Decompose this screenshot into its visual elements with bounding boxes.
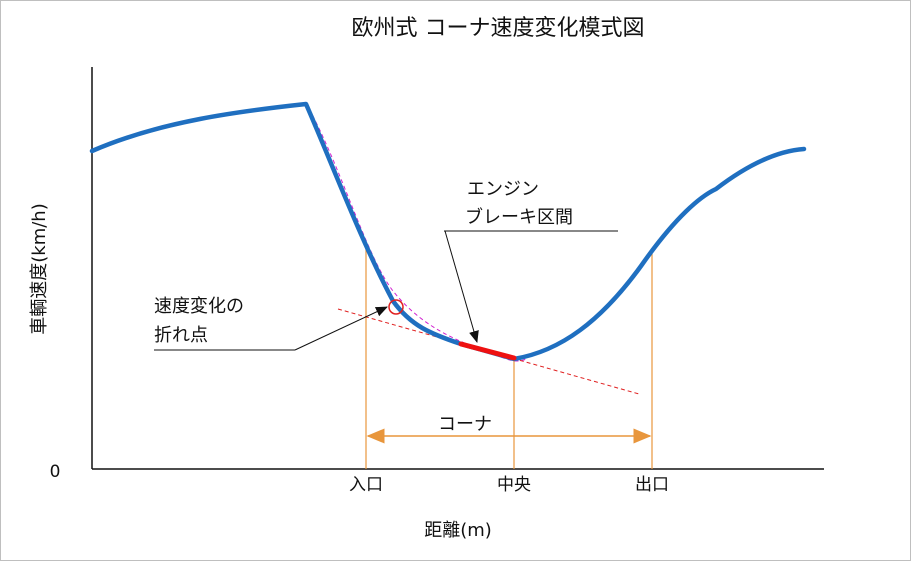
x-tick-exit: 出口 bbox=[635, 475, 669, 495]
y-zero-label: 0 bbox=[50, 462, 61, 482]
engine-brake-label-line1: エンジン bbox=[467, 179, 539, 200]
inflection-label-line2: 折れ点 bbox=[154, 325, 208, 346]
engine-brake-segment bbox=[458, 341, 517, 361]
x-axis-label: 距離(m) bbox=[424, 520, 492, 541]
x-tick-entrance: 入口 bbox=[349, 475, 383, 495]
inflection-point-marker bbox=[388, 299, 404, 315]
y-axis-label: 車輌速度(km/h) bbox=[29, 203, 50, 334]
corner-label: コーナ bbox=[438, 414, 492, 435]
inflection-label-line1: 速度変化の bbox=[154, 296, 244, 317]
engine-brake-label-line2: ブレーキ区間 bbox=[465, 206, 573, 228]
diagram-title: 欧州式 コーナ速度変化模式図 bbox=[352, 16, 645, 41]
x-tick-center: 中央 bbox=[497, 475, 531, 495]
inflection-pointer bbox=[294, 306, 388, 351]
speed-curve bbox=[89, 101, 807, 362]
engine-brake-pointer bbox=[444, 230, 479, 343]
